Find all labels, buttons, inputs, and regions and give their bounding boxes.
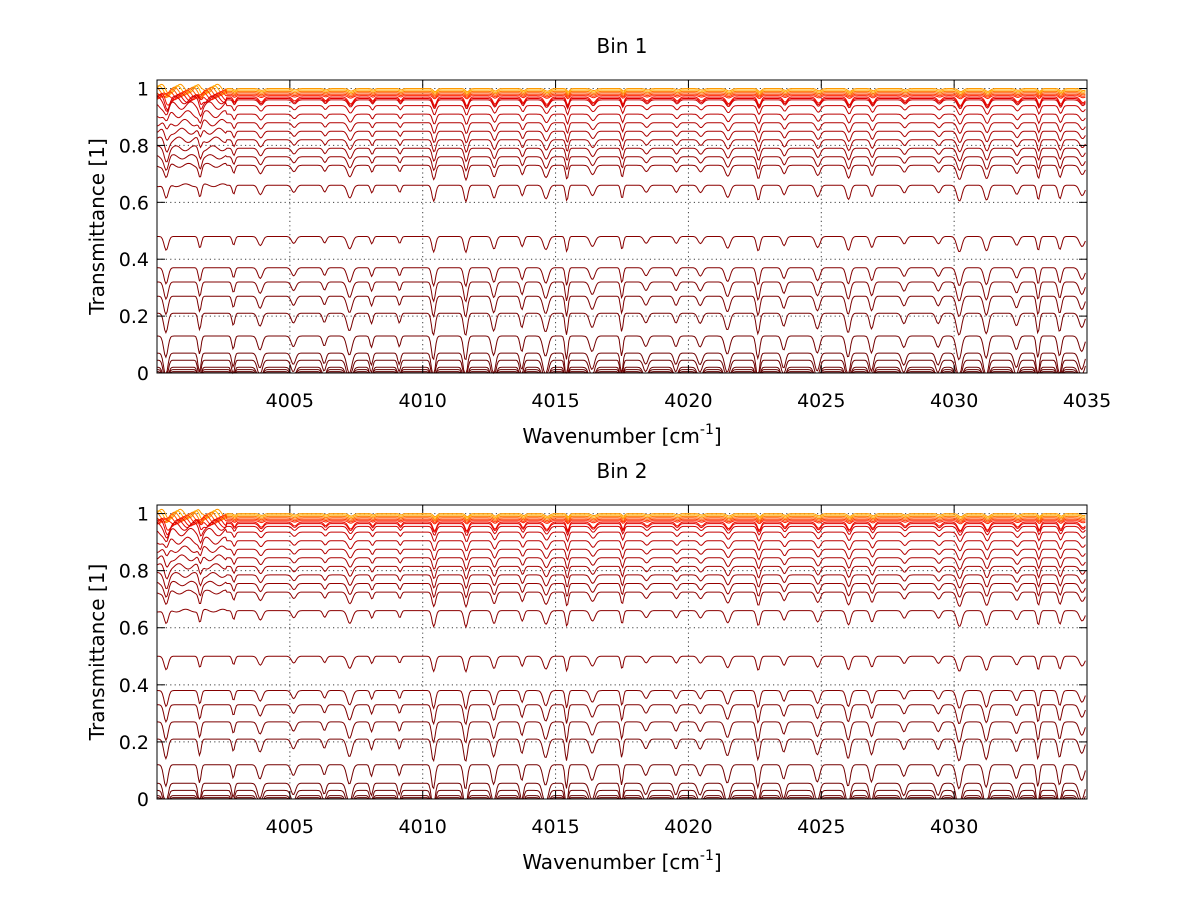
x-tick-label: 4025	[797, 390, 845, 412]
y-tick-label: 0.2	[119, 306, 149, 328]
series-line	[157, 704, 1086, 726]
series-line	[157, 521, 1086, 539]
y-tick-label: 1	[137, 79, 149, 101]
series-line	[157, 563, 1086, 580]
series-line	[157, 655, 1086, 673]
series-line	[157, 145, 1086, 163]
plot-frame	[156, 504, 1088, 800]
y-tick-label: 0.2	[119, 732, 149, 754]
series-line	[157, 85, 1086, 98]
chart-panel-1: 4005 4010 4015 4020 4025 4030 4035 0 0.2 0.4 0.6 0.…	[85, 34, 1111, 448]
series-line	[157, 571, 1086, 590]
x-tick-label: 4025	[797, 816, 845, 838]
series-line	[157, 95, 1086, 113]
series-line	[157, 295, 1086, 318]
series-line	[157, 510, 1086, 523]
series-line	[157, 136, 1086, 154]
series-line	[157, 608, 1086, 629]
y-tick-label: 0.8	[119, 561, 149, 583]
series-line	[157, 554, 1086, 571]
series-line	[157, 738, 1086, 763]
series-line	[157, 580, 1086, 599]
x-tick-label: 4005	[266, 816, 314, 838]
y-tick-label: 0	[137, 789, 149, 811]
plot-frame	[156, 79, 1088, 374]
x-tick-label: 4020	[664, 390, 712, 412]
series-line	[157, 545, 1086, 561]
y-tick-label: 0.8	[119, 135, 149, 157]
series-line	[157, 83, 1086, 95]
series-line	[157, 690, 1086, 711]
series-line	[157, 88, 1086, 100]
x-tick-label: 4035	[1063, 390, 1111, 412]
series-line	[157, 312, 1086, 337]
series-line	[157, 281, 1086, 303]
series-line	[157, 721, 1086, 744]
series-line	[157, 513, 1086, 525]
series-line	[157, 527, 1086, 544]
series-line	[157, 86, 1086, 99]
series-line	[157, 183, 1086, 203]
series-line	[157, 110, 1086, 126]
series-line	[157, 519, 1086, 536]
y-tick-label: 0.6	[119, 192, 149, 214]
x-tick-label: 4030	[930, 390, 978, 412]
series-line	[157, 92, 1086, 107]
x-tick-label: 4015	[531, 816, 579, 838]
series-line	[157, 589, 1086, 609]
x-axis-label: Wavenumber [cm-1]	[522, 848, 721, 874]
series-line	[157, 511, 1086, 524]
series-line	[157, 93, 1086, 111]
y-axis-label: Transmittance [1]	[85, 138, 109, 316]
chart-title: Bin 1	[596, 34, 647, 58]
y-tick-label: 0	[137, 363, 149, 385]
series-line	[157, 89, 1086, 99]
y-axis-label: Transmittance [1]	[85, 564, 109, 742]
x-tick-label: 4010	[399, 390, 447, 412]
x-tick-label: 4020	[664, 816, 712, 838]
series-line	[157, 236, 1086, 254]
x-tick-label: 4015	[531, 390, 579, 412]
series-line	[157, 127, 1086, 144]
x-tick-label: 4010	[399, 816, 447, 838]
x-tick-label: 4030	[930, 816, 978, 838]
series-line	[157, 101, 1086, 118]
y-tick-label: 0.4	[119, 249, 149, 271]
series-line	[157, 267, 1086, 288]
y-tick-label: 0.6	[119, 618, 149, 640]
y-tick-label: 0.4	[119, 675, 149, 697]
chart-title: Bin 2	[596, 459, 647, 483]
series-line	[157, 517, 1086, 532]
chart-panel-2: 4005 4010 4015 4020 4025 4030 0 0.2 0.4 0.6 0.8 1 Bi…	[85, 459, 1088, 874]
series-line	[157, 162, 1086, 182]
y-tick-label: 1	[137, 504, 149, 526]
series-line	[157, 508, 1086, 520]
series-line	[157, 514, 1086, 524]
series-line	[157, 154, 1086, 172]
series-line	[157, 782, 1086, 800]
x-axis-label: Wavenumber [cm-1]	[522, 422, 721, 448]
series-line	[157, 764, 1086, 790]
series-line	[157, 335, 1086, 361]
x-tick-label: 4005	[266, 390, 314, 412]
series-line	[157, 536, 1086, 552]
series-line	[157, 118, 1086, 135]
series-line	[157, 516, 1086, 526]
series-line	[157, 91, 1086, 101]
